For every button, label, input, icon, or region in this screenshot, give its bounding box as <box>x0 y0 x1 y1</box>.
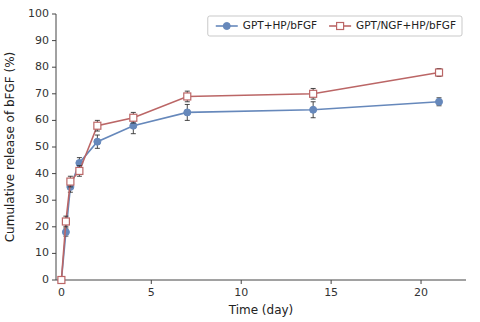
data-point <box>76 167 83 174</box>
x-tick-label: 10 <box>234 286 248 299</box>
y-axis-label: Cumulative release of bFGF (%) <box>3 52 17 243</box>
data-point <box>310 90 317 97</box>
y-tick <box>52 120 56 121</box>
x-tick-label: 15 <box>324 286 338 299</box>
error-bar <box>185 91 190 102</box>
data-point <box>130 122 137 129</box>
error-bar-cap <box>63 216 68 217</box>
legend-item: GPT+HP/bFGF <box>216 19 317 31</box>
data-point <box>94 138 101 145</box>
error-bar <box>185 104 190 120</box>
error-bar-cap <box>68 186 73 187</box>
y-tick <box>52 147 56 148</box>
x-axis-line <box>56 280 466 281</box>
legend: GPT+HP/bFGF GPT/NGF+HP/bFGF <box>208 16 462 36</box>
data-point <box>94 122 101 129</box>
error-bar-cap <box>131 123 136 124</box>
error-bar-cap <box>77 165 82 166</box>
error-bar <box>95 135 100 148</box>
error-bar-cap <box>63 226 68 227</box>
data-point <box>67 178 74 185</box>
plot-area <box>58 69 443 284</box>
data-point <box>58 277 65 284</box>
y-tick <box>52 14 56 15</box>
x-axis-label: Time (day) <box>228 303 294 317</box>
y-tick <box>52 93 56 94</box>
y-tick-label: 100 <box>28 7 49 20</box>
chart: 0 10 20 30 40 50 60 70 80 90 100 0 5 10 15 20 Time (day)… <box>0 0 480 322</box>
data-point <box>62 218 69 225</box>
y-tick <box>52 280 56 281</box>
legend-item: GPT/NGF+HP/bFGF <box>329 19 456 31</box>
data-point <box>184 93 191 100</box>
data-point <box>58 277 65 284</box>
y-tick-label: 40 <box>35 167 49 180</box>
y-tick-label: 0 <box>42 273 49 286</box>
data-point <box>436 69 443 76</box>
error-bar <box>63 216 68 227</box>
y-tick-label: 70 <box>35 87 49 100</box>
legend-box <box>208 16 462 36</box>
y-tick-label: 30 <box>35 193 49 206</box>
error-bar-cap <box>311 101 316 102</box>
x-tick-label: 20 <box>414 286 428 299</box>
error-bar-cap <box>131 112 136 113</box>
x-tick-label: 0 <box>58 286 65 299</box>
error-bar-cap <box>95 135 100 136</box>
error-bar-cap <box>95 120 100 121</box>
x-tick <box>151 280 152 284</box>
x-tick-label: 5 <box>148 286 155 299</box>
legend-marker <box>337 23 344 30</box>
error-bar-cap <box>77 157 82 158</box>
legend-label: GPT+HP/bFGF <box>243 19 317 31</box>
error-bar-cap <box>185 104 190 105</box>
legend-marker <box>223 23 230 30</box>
error-bar-cap <box>311 99 316 100</box>
error-bar <box>95 120 100 131</box>
x-tick <box>241 280 242 284</box>
y-tick <box>52 253 56 254</box>
error-bar-cap <box>131 133 136 134</box>
error-bar-cap <box>77 176 82 177</box>
legend-label: GPT/NGF+HP/bFGF <box>356 19 456 31</box>
error-bar <box>77 166 82 177</box>
y-tick-label: 20 <box>35 220 49 233</box>
error-bar-cap <box>95 148 100 149</box>
y-tick-label: 90 <box>35 34 49 47</box>
data-point <box>310 106 317 113</box>
y-tick-label: 80 <box>35 60 49 73</box>
y-tick <box>52 173 56 174</box>
error-bar <box>311 102 316 118</box>
y-tick-label: 10 <box>35 246 49 259</box>
error-bar-cap <box>185 91 190 92</box>
y-tick-label: 50 <box>35 140 49 153</box>
x-tick <box>331 280 332 284</box>
error-bar <box>437 98 442 106</box>
data-point <box>436 98 443 105</box>
error-bar <box>131 112 136 123</box>
error-bar <box>437 69 442 77</box>
data-point <box>130 114 137 121</box>
error-bar-cap <box>311 88 316 89</box>
data-point <box>184 109 191 116</box>
y-tick-label: 60 <box>35 113 49 126</box>
error-bar-cap <box>311 117 316 118</box>
y-tick <box>52 226 56 227</box>
y-tick <box>52 200 56 201</box>
series-line <box>61 73 439 280</box>
series-line <box>61 102 439 280</box>
error-bar <box>311 88 316 99</box>
x-tick <box>421 280 422 284</box>
error-bar <box>68 176 73 187</box>
error-bar-cap <box>185 120 190 121</box>
error-bar-cap <box>185 101 190 102</box>
error-bar-cap <box>95 131 100 132</box>
error-bar-cap <box>68 176 73 177</box>
y-tick <box>52 67 56 68</box>
y-tick <box>52 40 56 41</box>
